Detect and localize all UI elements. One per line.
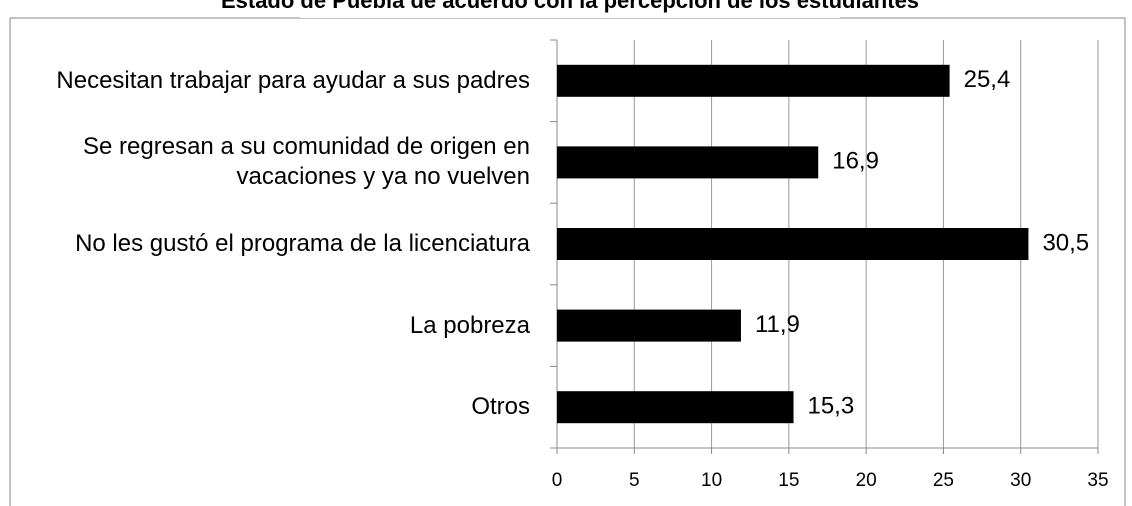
x-tick-label: 35: [1087, 470, 1108, 491]
y-tick-label: Se regresan a su comunidad de origen en …: [83, 133, 530, 191]
y-tick-label: Otros: [471, 393, 530, 421]
bar: [557, 309, 741, 342]
data-label: 25,4: [964, 66, 1011, 93]
data-label: 16,9: [832, 148, 879, 175]
x-tick-label: 30: [1010, 470, 1031, 491]
bar: [557, 64, 950, 97]
title-background: [300, 0, 840, 18]
bar: [557, 391, 794, 424]
data-label: 15,3: [807, 393, 854, 420]
x-tick-label: 0: [552, 470, 563, 491]
chart-title: Estado de Puebla de acuerdo con la perce…: [221, 0, 919, 13]
data-label: 11,9: [755, 311, 800, 338]
x-tick-label: 10: [701, 470, 722, 491]
x-tick-label: 20: [856, 470, 877, 491]
x-tick-label: 15: [778, 470, 799, 491]
y-tick-label: Necesitan trabajar para ayudar a sus pad…: [56, 66, 530, 94]
x-tick-label: 5: [629, 470, 640, 491]
bar: [557, 146, 819, 179]
data-label: 30,5: [1042, 229, 1089, 256]
y-tick-label: La pobreza: [409, 311, 530, 339]
bar: [557, 228, 1029, 260]
x-tick-label: 25: [933, 470, 954, 491]
y-tick-label: No les gustó el programa de la licenciat…: [75, 230, 530, 257]
